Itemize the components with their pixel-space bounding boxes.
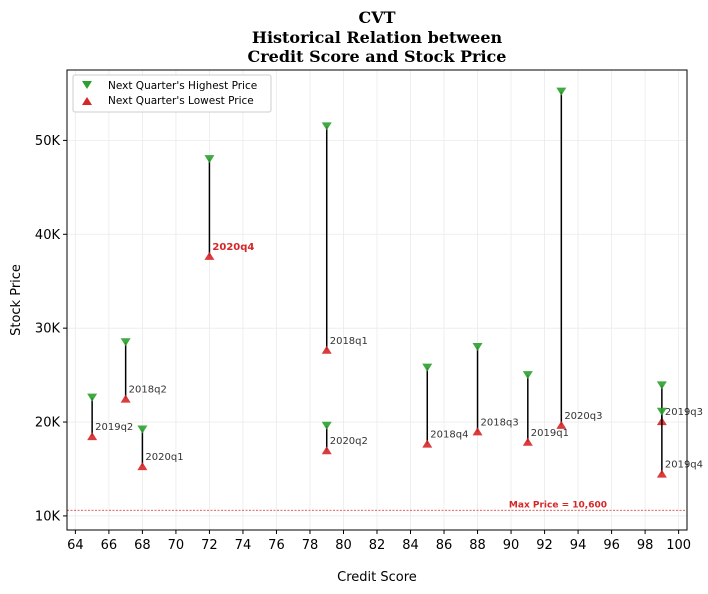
- high-price-marker: [472, 342, 483, 351]
- low-price-marker: [137, 462, 148, 471]
- high-price-marker: [321, 421, 332, 430]
- x-tick-label: 70: [168, 538, 185, 553]
- low-price-marker: [120, 394, 131, 403]
- legend-high-label: Next Quarter's Highest Price: [108, 80, 257, 92]
- x-tick-label: 100: [666, 538, 691, 553]
- legend-box: [72, 74, 272, 113]
- reference-line-group: Max Price = 10,600: [67, 500, 687, 511]
- x-tick-label: 88: [469, 538, 486, 553]
- y-tick-label: 50K: [35, 134, 61, 149]
- x-tick-label: 94: [570, 538, 587, 553]
- x-tick-label: 80: [335, 538, 352, 553]
- high-price-marker: [522, 371, 533, 380]
- low-price-marker: [422, 439, 433, 448]
- y-tick-label: 10K: [35, 509, 61, 524]
- point-label: 2018q1: [330, 336, 368, 347]
- y-tick-label: 40K: [35, 228, 61, 243]
- chart-title-line-3: Credit Score and Stock Price: [248, 47, 507, 66]
- x-tick-label: 68: [134, 538, 151, 553]
- point-label: 2020q4: [212, 242, 254, 253]
- chart-title-line-2: Historical Relation between: [252, 28, 503, 47]
- x-tick-label: 64: [67, 538, 84, 553]
- high-price-marker: [656, 381, 667, 390]
- point-label: 2018q2: [129, 385, 167, 396]
- x-tick-label: 72: [201, 538, 218, 553]
- high-price-marker: [120, 338, 131, 347]
- x-tick-label: 74: [235, 538, 252, 553]
- point-label: 2020q3: [564, 411, 602, 422]
- high-price-marker: [556, 87, 567, 96]
- y-axis-label: Stock Price: [9, 264, 24, 336]
- x-axis: 64 66 68 70 72 74 76 78 80 82 84 86 88 90 92 94 96 98 100: [67, 530, 691, 553]
- series-group: 2018q1 2018q2 2018q3 2018q4 2019q1 2019q2 2019…: [87, 87, 703, 478]
- x-tick-label: 92: [536, 538, 553, 553]
- high-price-marker: [204, 155, 215, 164]
- point-label: 2018q4: [430, 430, 468, 441]
- legend-low-marker: [82, 97, 92, 105]
- x-tick-label: 76: [268, 538, 285, 553]
- low-price-marker: [87, 432, 98, 441]
- y-tick-label: 20K: [35, 416, 61, 431]
- low-price-marker: [472, 427, 483, 436]
- point-label: 2020q2: [330, 436, 368, 447]
- high-price-marker: [137, 425, 148, 434]
- low-price-marker: [321, 345, 332, 354]
- point-label: 2019q2: [95, 422, 133, 433]
- chart-title-line-1: CVT: [358, 8, 395, 27]
- high-price-marker: [321, 122, 332, 131]
- point-label: 2019q3: [665, 407, 703, 418]
- low-price-marker: [656, 469, 667, 478]
- low-price-marker: [204, 251, 215, 260]
- point-label: 2019q4: [665, 460, 703, 471]
- y-tick-label: 30K: [35, 322, 61, 337]
- x-tick-label: 82: [369, 538, 386, 553]
- legend-high-marker: [82, 81, 92, 89]
- x-tick-label: 84: [402, 538, 419, 553]
- low-price-marker: [556, 420, 567, 429]
- point-label: 2019q1: [531, 428, 569, 439]
- grid: [67, 70, 687, 530]
- x-tick-label: 86: [436, 538, 453, 553]
- x-tick-label: 98: [637, 538, 654, 553]
- reference-line-label: Max Price = 10,600: [509, 500, 607, 510]
- high-price-marker: [422, 363, 433, 372]
- low-price-marker: [321, 446, 332, 455]
- legend-low-label: Next Quarter's Lowest Price: [108, 95, 254, 107]
- point-label: 2020q1: [145, 452, 183, 463]
- x-tick-label: 66: [101, 538, 118, 553]
- point-label: 2018q3: [481, 417, 519, 428]
- x-axis-label: Credit Score: [337, 570, 417, 585]
- high-price-marker: [656, 407, 667, 416]
- y-axis: 10K 20K 30K 40K 50K: [35, 134, 67, 524]
- x-tick-label: 78: [302, 538, 319, 553]
- low-price-marker: [522, 437, 533, 446]
- legend: Next Quarter's Highest Price Next Quarte…: [72, 74, 272, 113]
- high-price-marker: [87, 393, 98, 402]
- x-tick-label: 90: [503, 538, 520, 553]
- x-tick-label: 96: [603, 538, 620, 553]
